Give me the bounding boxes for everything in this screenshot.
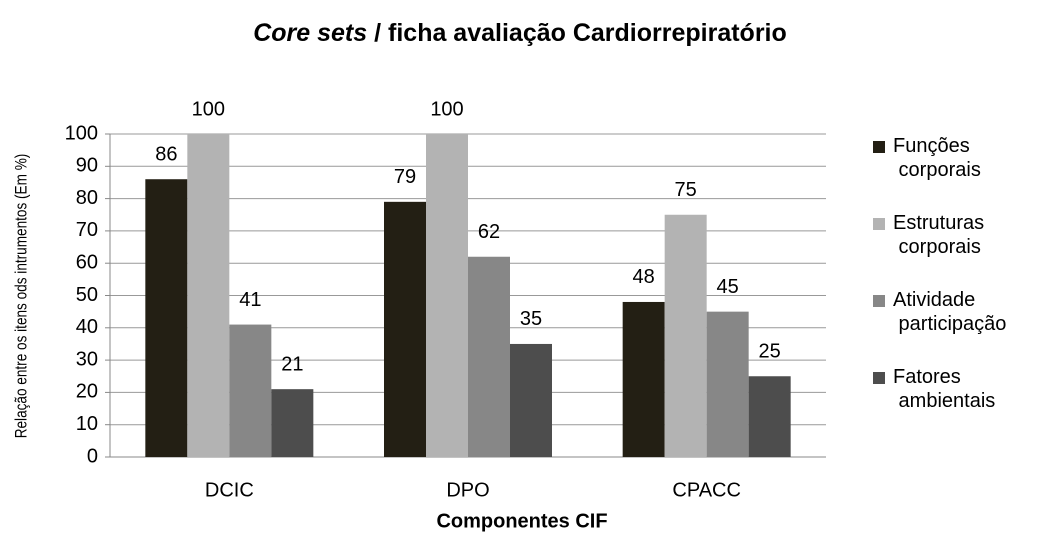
legend-swatch — [873, 141, 885, 153]
value-label: 25 — [759, 341, 781, 363]
legend-swatch — [873, 218, 885, 230]
y-tick-label: 100 — [65, 122, 98, 144]
legend-label: Estruturas corporais — [893, 212, 984, 258]
y-tick-label: 50 — [76, 284, 98, 306]
legend-label: Funções corporais — [893, 135, 981, 181]
value-label: 86 — [155, 144, 177, 166]
value-label: 48 — [633, 266, 655, 288]
bar — [664, 214, 707, 457]
bar — [748, 376, 791, 457]
y-tick-label: 40 — [76, 316, 98, 338]
bar — [384, 201, 426, 457]
x-tick-label: CPACC — [672, 479, 741, 501]
y-tick-label: 70 — [76, 219, 98, 241]
bar — [229, 324, 272, 457]
y-tick-label: 90 — [76, 155, 98, 177]
value-label: 100 — [430, 98, 463, 120]
value-label: 21 — [281, 353, 303, 375]
bar — [706, 311, 749, 457]
bar — [468, 256, 510, 457]
bar — [271, 389, 314, 457]
value-label: 62 — [478, 221, 500, 243]
x-axis-title: Componentes CIF — [436, 510, 607, 532]
title-italic: Core sets — [253, 19, 367, 47]
y-axis-title: Relação entre os itens ods intrumentos (… — [12, 154, 31, 439]
value-label: 35 — [520, 308, 542, 330]
y-tick-label: 60 — [76, 251, 98, 273]
y-tick-label: 0 — [87, 445, 98, 467]
x-tick-label: DPO — [446, 479, 489, 501]
y-tick-label: 80 — [76, 187, 98, 209]
bar — [510, 343, 552, 457]
y-tick-label: 20 — [76, 381, 98, 403]
legend-label: Fatores ambientais — [893, 366, 995, 412]
y-tick-label: 10 — [76, 413, 98, 435]
x-tick-label: DCIC — [205, 479, 254, 501]
bar — [622, 301, 665, 457]
value-label: 79 — [394, 166, 416, 188]
bar — [187, 134, 230, 457]
legend-swatch — [873, 372, 885, 384]
legend-label: Atividade participação — [893, 289, 1006, 335]
value-label: 75 — [675, 179, 697, 201]
value-label: 41 — [239, 289, 261, 311]
bar — [426, 134, 468, 457]
chart-title: Core sets / ficha avaliação Cardiorrepir… — [253, 19, 787, 47]
value-label: 45 — [717, 276, 739, 298]
value-label: 100 — [192, 98, 225, 120]
legend-swatch — [873, 295, 885, 307]
bar — [145, 179, 188, 457]
y-tick-label: 30 — [76, 348, 98, 370]
title-rest: / ficha avaliação Cardiorrepiratório — [374, 19, 787, 47]
